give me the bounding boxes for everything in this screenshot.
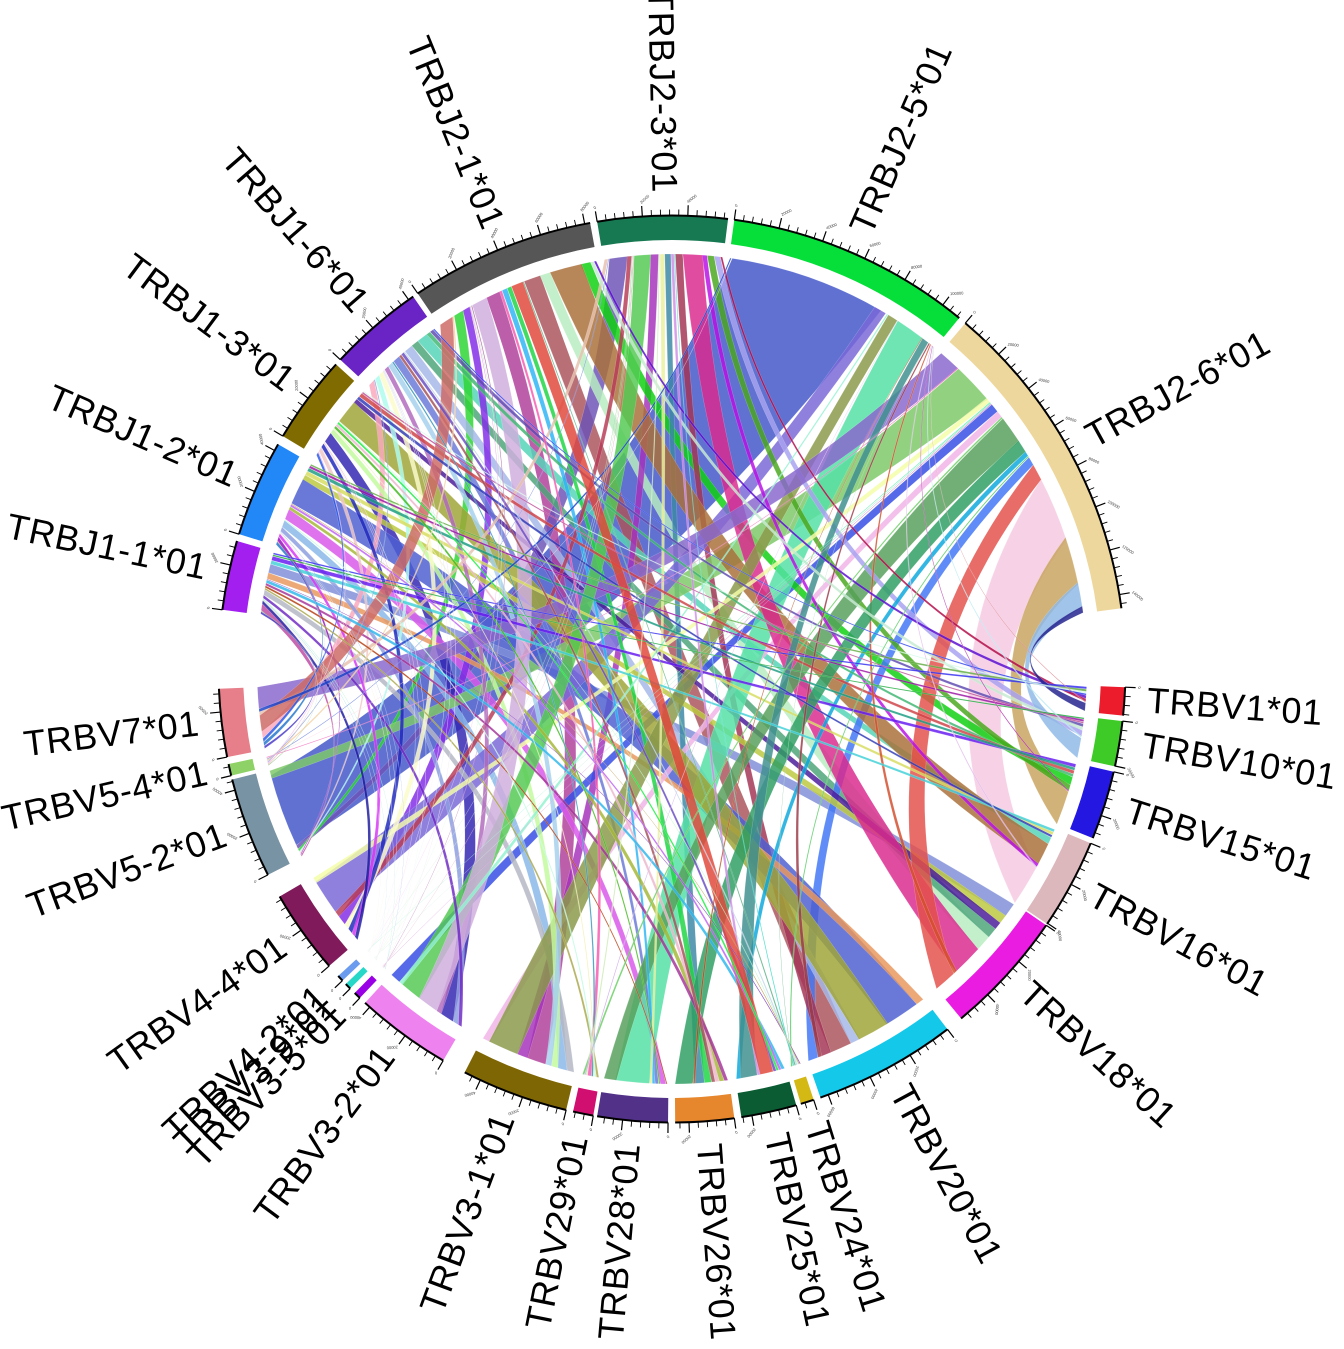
svg-text:100000: 100000	[950, 290, 964, 296]
svg-text:20000: 20000	[1027, 969, 1032, 981]
svg-text:40000: 40000	[349, 1015, 361, 1020]
svg-text:20000: 20000	[386, 1045, 398, 1051]
svg-text:TRBJ2-3*01: TRBJ2-3*01	[640, 0, 685, 193]
svg-text:20000: 20000	[293, 379, 299, 391]
